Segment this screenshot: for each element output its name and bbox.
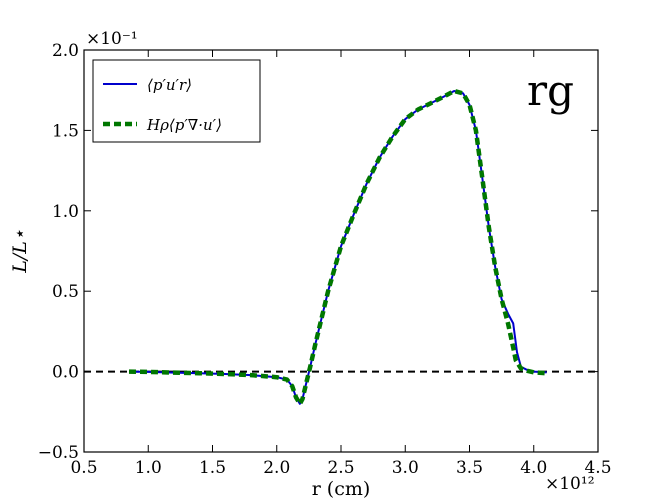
legend-box xyxy=(92,59,261,143)
x-axis-title: r (cm) xyxy=(312,478,371,500)
x-tick-label: 3.5 xyxy=(456,458,483,478)
legend-label-series-1: ⟨p′u′r⟩ xyxy=(147,76,192,94)
x-tick-label: 4.0 xyxy=(520,458,547,478)
legend: ⟨p′u′r⟩ Hρ⟨p′∇·u′⟩ xyxy=(92,59,261,143)
x-tick-label: 0.5 xyxy=(70,458,97,478)
x-tick-label: 1.5 xyxy=(199,458,226,478)
legend-label-series-2: Hρ⟨p′∇·u′⟩ xyxy=(146,116,222,134)
y-axis-multiplier: ×10⁻¹ xyxy=(86,29,138,49)
ticks-layer: 0.5 1.0 1.5 2.0 2.5 3.0 3.5 4.0 4.5 −0.5 0.0 0.5 1.0… xyxy=(38,41,612,478)
x-tick-label: 2.5 xyxy=(327,458,354,478)
y-tick-label: 0.5 xyxy=(52,282,79,302)
x-axis-multiplier: ×10¹² xyxy=(545,474,595,494)
plot-frame xyxy=(83,49,599,453)
x-tick-label: 4.5 xyxy=(584,458,611,478)
y-tick-label: 2.0 xyxy=(52,41,79,61)
y-tick-label: 1.5 xyxy=(52,121,79,141)
y-axis-title: L/L⋆ xyxy=(9,229,31,274)
x-tick-label: 1.0 xyxy=(135,458,162,478)
series-layer xyxy=(84,88,598,407)
y-tick-label: −0.5 xyxy=(38,443,79,463)
x-tick-label: 2.0 xyxy=(263,458,290,478)
y-tick-label: 0.0 xyxy=(52,363,79,383)
x-tick-label: 3.0 xyxy=(392,458,419,478)
y-tick-label: 1.0 xyxy=(52,202,79,222)
panel-label: rg xyxy=(527,66,574,115)
